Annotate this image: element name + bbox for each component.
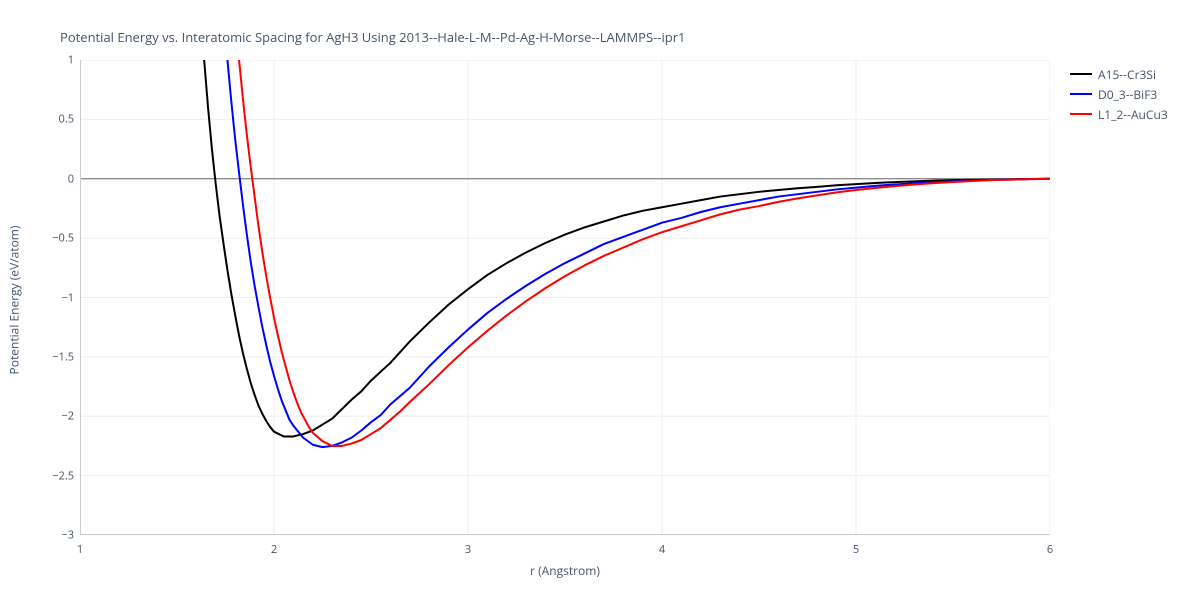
x-tick-label: 6 xyxy=(1047,542,1053,557)
y-tick-label: −2 xyxy=(30,409,74,424)
legend-swatch-icon xyxy=(1070,113,1092,115)
legend-swatch-icon xyxy=(1070,73,1092,75)
y-tick-label: 1 xyxy=(30,53,74,68)
plot-area xyxy=(80,60,1050,535)
legend-label: L1_2--AuCu3 xyxy=(1098,106,1168,123)
x-tick-label: 4 xyxy=(659,542,665,557)
x-ticks: 1 2 3 4 5 6 xyxy=(80,542,1050,558)
y-axis-label: Potential Energy (eV/atom) xyxy=(6,226,23,375)
y-tick-label: −0.5 xyxy=(30,231,74,246)
x-tick-label: 2 xyxy=(271,542,277,557)
legend: A15--Cr3Si D0_3--BiF3 L1_2--AuCu3 xyxy=(1070,64,1168,124)
x-axis-label: r (Angstrom) xyxy=(530,562,600,579)
y-tick-label: −2.5 xyxy=(30,468,74,483)
legend-item-d03[interactable]: D0_3--BiF3 xyxy=(1070,84,1168,104)
y-tick-label: −3 xyxy=(30,528,74,543)
chart-container: Potential Energy vs. Interatomic Spacing… xyxy=(0,0,1200,600)
legend-label: D0_3--BiF3 xyxy=(1098,86,1157,103)
legend-item-l12[interactable]: L1_2--AuCu3 xyxy=(1070,104,1168,124)
legend-swatch-icon xyxy=(1070,93,1092,95)
y-tick-label: 0.5 xyxy=(30,112,74,127)
y-tick-label: −1.5 xyxy=(30,349,74,364)
legend-item-a15[interactable]: A15--Cr3Si xyxy=(1070,64,1168,84)
x-tick-label: 5 xyxy=(853,542,859,557)
x-tick-label: 3 xyxy=(465,542,471,557)
y-ticks: −3−2.5−2−1.5−1−0.500.51 xyxy=(30,60,74,535)
legend-label: A15--Cr3Si xyxy=(1098,66,1156,83)
chart-title: Potential Energy vs. Interatomic Spacing… xyxy=(60,28,685,46)
y-tick-label: −1 xyxy=(30,290,74,305)
y-tick-label: 0 xyxy=(30,171,74,186)
x-tick-label: 1 xyxy=(77,542,83,557)
